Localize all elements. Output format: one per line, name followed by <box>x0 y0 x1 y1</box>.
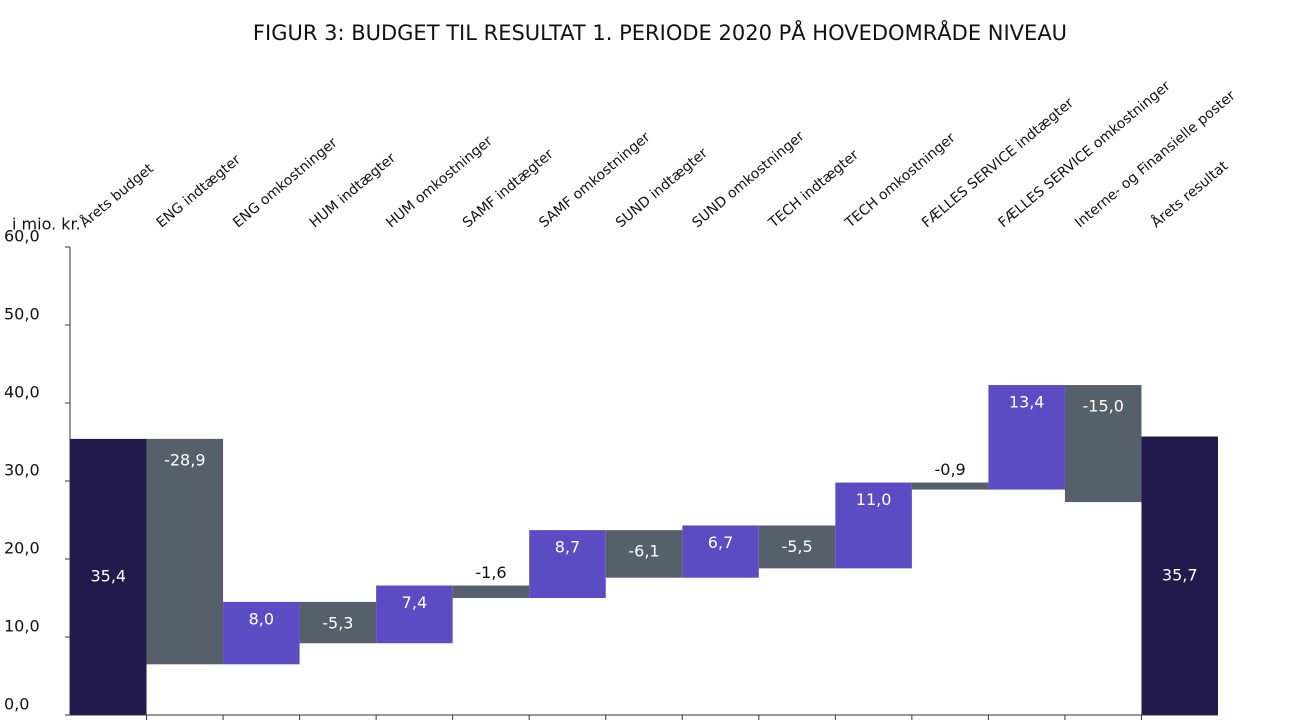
y-tick-label: 40,0 <box>4 383 40 402</box>
bar <box>146 438 224 665</box>
value-label: -5,5 <box>781 537 812 556</box>
bar <box>529 530 606 598</box>
value-label: -0,9 <box>935 460 966 479</box>
bar <box>835 482 912 569</box>
y-tick-label: 60,0 <box>4 227 40 246</box>
x-tick-label: Interne- og Finansielle poster <box>1072 88 1239 232</box>
x-tick-label: Årets resultat <box>1148 157 1232 231</box>
bar <box>605 530 683 578</box>
bar <box>911 482 989 490</box>
bar <box>758 525 836 569</box>
chart-title: FIGUR 3: BUDGET TIL RESULTAT 1. PERIODE … <box>253 19 1067 45</box>
y-tick-label: 0,0 <box>4 695 29 714</box>
value-label: 8,7 <box>555 538 580 557</box>
bar <box>299 601 377 644</box>
bar <box>1064 385 1142 503</box>
bar <box>1141 436 1218 715</box>
value-label: -1,6 <box>475 563 506 582</box>
value-label: 13,4 <box>1009 393 1045 412</box>
bar <box>223 601 300 665</box>
value-label: 35,7 <box>1162 565 1198 584</box>
y-tick-label: 50,0 <box>4 305 40 324</box>
value-label: -6,1 <box>628 542 659 561</box>
y-axis-label: i mio. kr. <box>12 215 81 234</box>
bar <box>988 385 1065 490</box>
value-label: 7,4 <box>402 593 427 612</box>
y-tick-label: 30,0 <box>4 461 40 480</box>
x-tick-label: FÆLLES SERVICE indtægter <box>919 95 1077 231</box>
value-label: 11,0 <box>856 490 892 509</box>
y-tick-label: 10,0 <box>4 617 40 636</box>
value-label: 35,4 <box>90 566 126 585</box>
bar <box>682 525 759 578</box>
value-label: -28,9 <box>164 450 205 469</box>
bar <box>70 438 147 715</box>
value-label: -15,0 <box>1082 397 1123 416</box>
value-label: 8,0 <box>249 609 274 628</box>
bar <box>376 585 453 644</box>
value-label: -5,3 <box>322 613 353 632</box>
value-label: 6,7 <box>708 533 733 552</box>
y-tick-label: 20,0 <box>4 539 40 558</box>
x-tick-label: Årets budget <box>76 160 157 232</box>
bar <box>452 585 530 598</box>
